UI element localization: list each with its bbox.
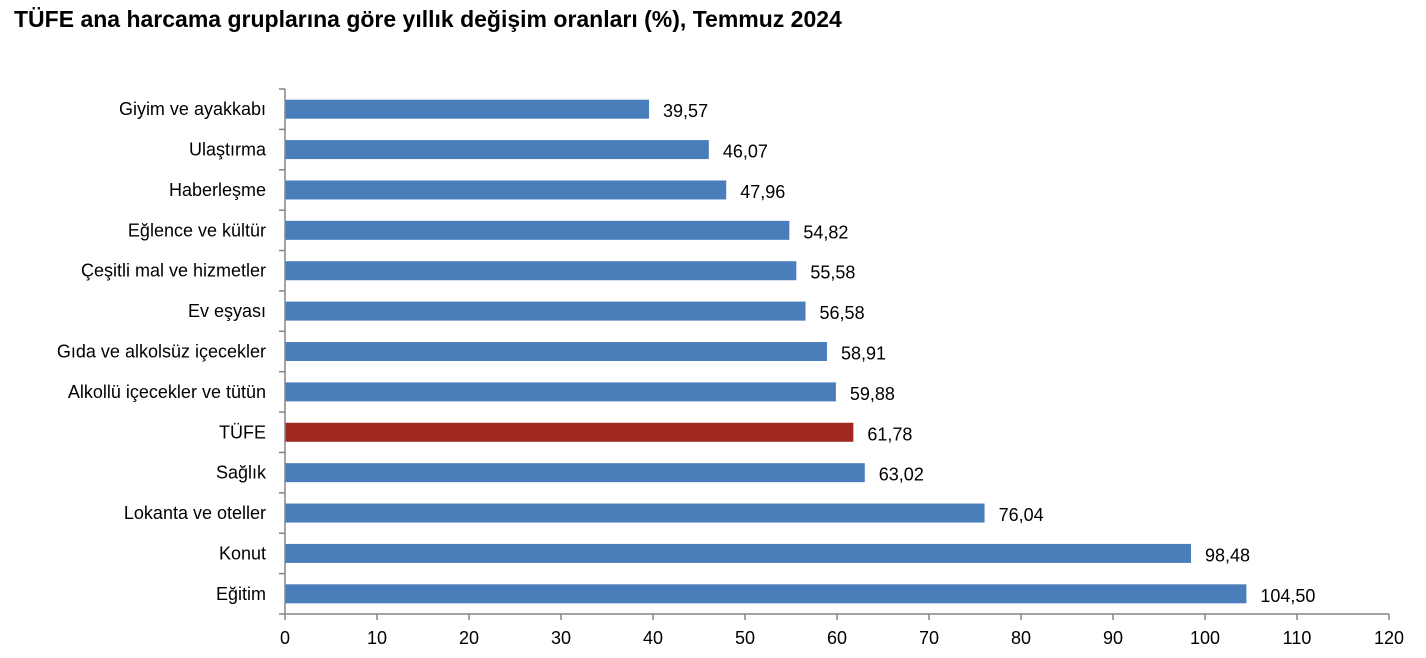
category-label: Haberleşme: [169, 180, 266, 200]
category-label: Sağlık: [216, 463, 267, 483]
bar: [285, 584, 1247, 604]
x-tick-label: 100: [1190, 628, 1220, 648]
data-label: 54,82: [803, 222, 848, 242]
x-tick-label: 20: [459, 628, 479, 648]
bar: [285, 543, 1192, 563]
data-label: 46,07: [723, 142, 768, 162]
category-label: Gıda ve alkolsüz içecekler: [57, 342, 266, 362]
bar: [285, 422, 854, 442]
bar: [285, 140, 709, 160]
x-tick-label: 0: [280, 628, 290, 648]
category-label: Eğitim: [216, 584, 266, 604]
data-label: 47,96: [740, 182, 785, 202]
chart-title: TÜFE ana harcama gruplarına göre yıllık …: [14, 6, 842, 32]
data-label: 56,58: [820, 303, 865, 323]
x-tick-label: 90: [1103, 628, 1123, 648]
category-label: Alkollü içecekler ve tütün: [68, 382, 266, 402]
data-label: 63,02: [879, 465, 924, 485]
category-label: Giyim ve ayakkabı: [119, 99, 266, 119]
x-tick-label: 70: [919, 628, 939, 648]
data-label: 39,57: [663, 101, 708, 121]
x-tick-label: 50: [735, 628, 755, 648]
category-label: Konut: [219, 543, 266, 563]
data-label: 59,88: [850, 384, 895, 404]
data-label: 76,04: [999, 505, 1044, 525]
category-label: Eğlence ve kültür: [128, 220, 266, 240]
bar: [285, 99, 650, 119]
x-tick-label: 110: [1283, 628, 1312, 648]
category-label: Ev eşyası: [188, 301, 266, 321]
bar: [285, 503, 985, 523]
bar: [285, 180, 727, 200]
x-tick-label: 120: [1374, 628, 1404, 648]
bar: [285, 382, 836, 402]
bar: [285, 301, 806, 321]
data-label: 61,78: [867, 424, 912, 444]
x-tick-label: 60: [827, 628, 847, 648]
x-tick-label: 30: [551, 628, 571, 648]
data-label: 55,58: [810, 263, 855, 283]
bar: [285, 220, 790, 240]
data-label: 98,48: [1205, 545, 1250, 565]
category-label: TÜFE: [219, 422, 266, 442]
category-label: Çeşitli mal ve hizmetler: [81, 261, 266, 281]
data-label: 104,50: [1260, 586, 1315, 606]
category-label: Lokanta ve oteller: [124, 503, 266, 523]
x-tick-label: 80: [1011, 628, 1031, 648]
data-label: 58,91: [841, 344, 886, 364]
bar: [285, 261, 797, 281]
x-tick-label: 40: [643, 628, 663, 648]
category-label: Ulaştırma: [189, 140, 267, 160]
bar: [285, 342, 827, 361]
x-tick-label: 10: [367, 628, 387, 648]
bar: [285, 463, 865, 483]
